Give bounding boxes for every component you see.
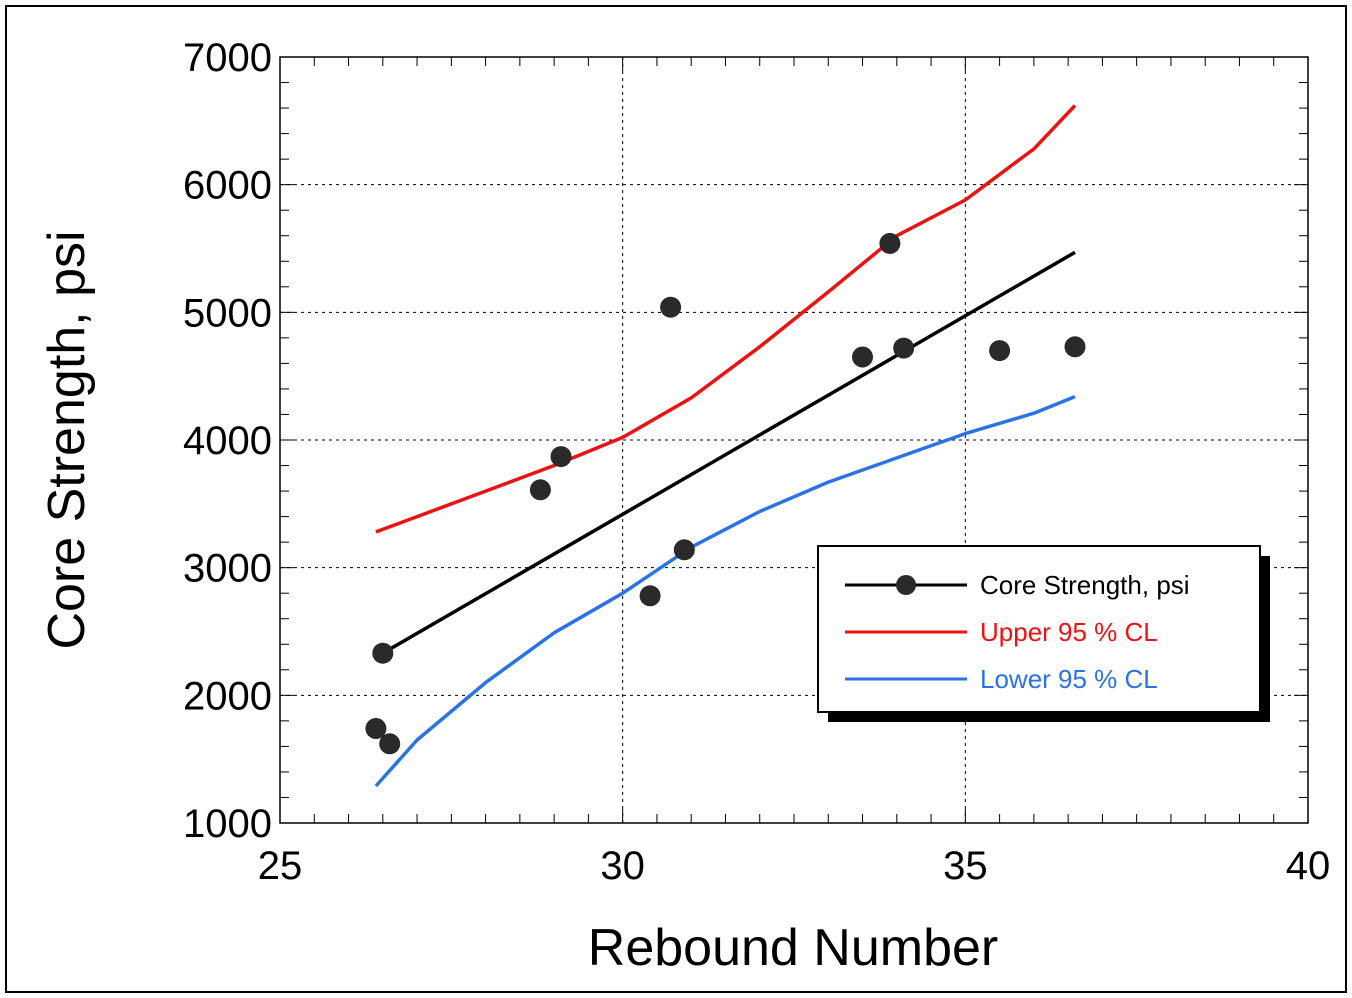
legend: Core Strength, psi Upper 95 % CL Lower 9… xyxy=(817,545,1270,722)
data-point xyxy=(365,718,387,739)
data-point xyxy=(893,337,915,359)
y-tick-label: 4000 xyxy=(183,419,272,463)
legend-label-lower-cl: Lower 95 % CL xyxy=(980,664,1158,694)
data-point xyxy=(989,340,1011,362)
y-tick-label: 5000 xyxy=(183,291,272,335)
y-tick-label: 3000 xyxy=(183,547,272,591)
y-tick-label: 2000 xyxy=(183,674,272,718)
x-axis-title: Rebound Number xyxy=(588,919,998,977)
x-tick-label: 35 xyxy=(943,844,988,888)
plot-area-border xyxy=(279,56,1309,824)
legend-item-core-strength: Core Strength, psi xyxy=(845,570,1190,600)
fit-line xyxy=(381,250,1076,655)
chart-frame xyxy=(5,5,1347,993)
legend-item-lower-cl: Lower 95 % CL xyxy=(845,664,1158,694)
data-point xyxy=(1064,336,1086,358)
y-tick-label: 1000 xyxy=(183,802,272,846)
data-point xyxy=(529,479,551,501)
data-point xyxy=(660,296,682,318)
legend-swatch-core-strength-marker xyxy=(896,575,916,595)
data-point xyxy=(879,232,901,254)
data-point xyxy=(673,539,695,561)
legend-label-core-strength: Core Strength, psi xyxy=(980,570,1190,600)
legend-label-upper-cl: Upper 95 % CL xyxy=(980,617,1158,647)
data-point xyxy=(639,585,661,607)
series-line-2 xyxy=(374,394,1076,788)
series-layer xyxy=(365,104,1086,788)
y-tick-label: 6000 xyxy=(183,164,272,208)
tick-labels: 25 30 35 40 1000 2000 3000 4000 5000 6000 7000 xyxy=(183,36,1330,888)
x-tick-label: 30 xyxy=(600,844,645,888)
data-point xyxy=(379,733,401,755)
legend-box xyxy=(817,545,1261,713)
data-point xyxy=(550,446,572,468)
legend-item-upper-cl: Upper 95 % CL xyxy=(845,617,1158,647)
y-axis-title: Core Strength, psi xyxy=(38,230,96,649)
x-tick-label: 40 xyxy=(1286,844,1331,888)
x-tick-label: 25 xyxy=(258,844,303,888)
data-point xyxy=(372,642,394,664)
minor-ticks xyxy=(279,56,1309,824)
series-line-1 xyxy=(375,104,1077,534)
data-point xyxy=(852,346,873,368)
y-tick-label: 7000 xyxy=(183,36,272,80)
